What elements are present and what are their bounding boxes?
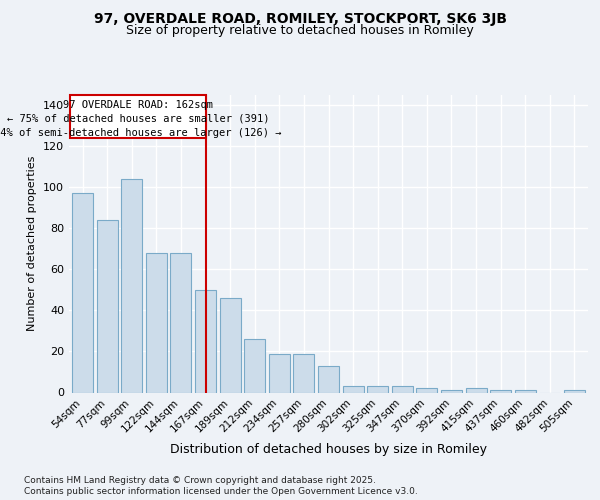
Bar	[195, 290, 216, 392]
Bar	[293, 354, 314, 393]
Bar	[121, 179, 142, 392]
Bar	[72, 194, 93, 392]
Text: Size of property relative to detached houses in Romiley: Size of property relative to detached ho…	[126, 24, 474, 37]
Text: ← 75% of detached houses are smaller (391): ← 75% of detached houses are smaller (39…	[7, 114, 269, 124]
Text: Contains public sector information licensed under the Open Government Licence v3: Contains public sector information licen…	[24, 487, 418, 496]
Bar	[244, 339, 265, 392]
Bar	[466, 388, 487, 392]
Bar	[146, 253, 167, 392]
Text: Contains HM Land Registry data © Crown copyright and database right 2025.: Contains HM Land Registry data © Crown c…	[24, 476, 376, 485]
Bar	[269, 354, 290, 393]
Bar	[564, 390, 585, 392]
Bar	[170, 253, 191, 392]
Text: 97, OVERDALE ROAD, ROMILEY, STOCKPORT, SK6 3JB: 97, OVERDALE ROAD, ROMILEY, STOCKPORT, S…	[94, 12, 506, 26]
Text: 97 OVERDALE ROAD: 162sqm: 97 OVERDALE ROAD: 162sqm	[63, 100, 213, 110]
Bar	[220, 298, 241, 392]
Y-axis label: Number of detached properties: Number of detached properties	[28, 156, 37, 332]
Bar	[441, 390, 462, 392]
Bar	[392, 386, 413, 392]
Bar	[515, 390, 536, 392]
Bar	[490, 390, 511, 392]
Text: 24% of semi-detached houses are larger (126) →: 24% of semi-detached houses are larger (…	[0, 128, 281, 138]
X-axis label: Distribution of detached houses by size in Romiley: Distribution of detached houses by size …	[170, 442, 487, 456]
Bar	[416, 388, 437, 392]
Bar	[318, 366, 339, 392]
Bar	[343, 386, 364, 392]
FancyBboxPatch shape	[70, 95, 206, 138]
Bar	[367, 386, 388, 392]
Bar	[97, 220, 118, 392]
